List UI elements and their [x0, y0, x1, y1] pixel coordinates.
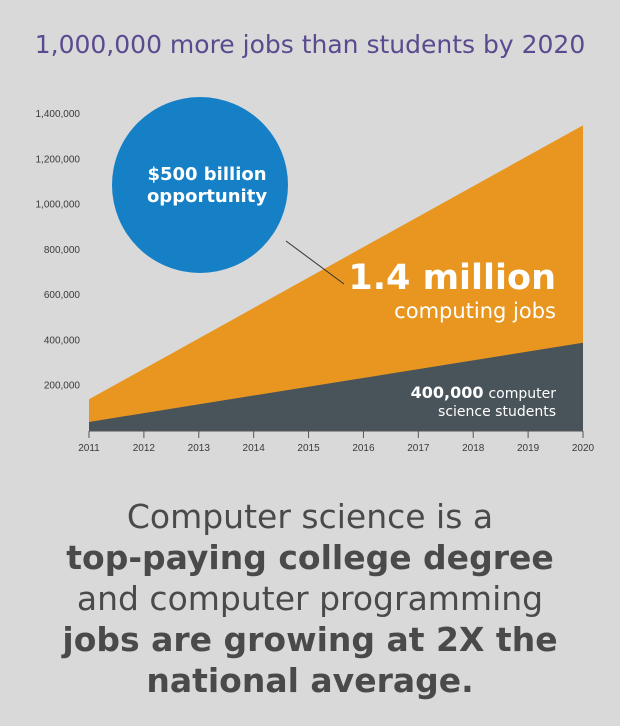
students-number: 400,000 — [411, 383, 484, 402]
x-tick-label: 2015 — [297, 443, 320, 454]
students-area — [89, 342, 583, 431]
y-tick-label: 400,000 — [44, 335, 81, 346]
x-tick-label: 2020 — [572, 443, 595, 454]
headline-line2: top-paying college degree — [66, 538, 554, 577]
x-tick-label: 2012 — [133, 443, 156, 454]
y-tick-label: 800,000 — [44, 245, 81, 256]
y-axis-ticks: 200,000 400,000 600,000 800,000 1,000,000 1,2… — [36, 109, 81, 392]
students-word: computer — [488, 386, 556, 402]
x-axis-ticks: 2011 2012 2013 2014 2015 2016 2017 2018 2019 2020 — [78, 431, 595, 454]
jobs-label-small: computing jobs — [394, 299, 556, 323]
x-tick-label: 2013 — [188, 443, 211, 454]
bubble-pointer-line — [285, 240, 345, 285]
headline-line5: national average. — [146, 661, 474, 700]
bubble-label-line2: opportunity — [147, 186, 267, 207]
y-tick-label: 1,000,000 — [36, 200, 81, 211]
students-label-line2: science students — [438, 404, 556, 420]
x-tick-label: 2018 — [462, 443, 485, 454]
headline-line3: and computer programming — [76, 579, 544, 618]
jobs-label-big: 1.4 million — [348, 258, 556, 298]
y-tick-label: 1,400,000 — [36, 109, 81, 120]
students-label-line1: 400,000 computer — [411, 383, 557, 402]
y-tick-label: 600,000 — [44, 290, 81, 301]
opportunity-bubble — [112, 97, 288, 273]
y-tick-label: 200,000 — [44, 381, 81, 392]
chart-title: 1,000,000 more jobs than students by 202… — [34, 30, 586, 59]
x-tick-label: 2014 — [243, 443, 266, 454]
x-tick-label: 2017 — [407, 443, 430, 454]
x-tick-label: 2016 — [352, 443, 375, 454]
bubble-label-line1: $500 billion — [147, 164, 266, 185]
area-chart: 200,000 400,000 600,000 800,000 1,000,000 1,2… — [36, 97, 595, 454]
headline-line4: jobs are growing at 2X the — [62, 620, 558, 659]
headline: Computer science is a top-paying college… — [0, 496, 620, 701]
x-tick-label: 2019 — [517, 443, 540, 454]
y-tick-label: 1,200,000 — [36, 154, 81, 165]
headline-line1: Computer science is a — [126, 497, 494, 536]
x-tick-label: 2011 — [78, 443, 100, 454]
